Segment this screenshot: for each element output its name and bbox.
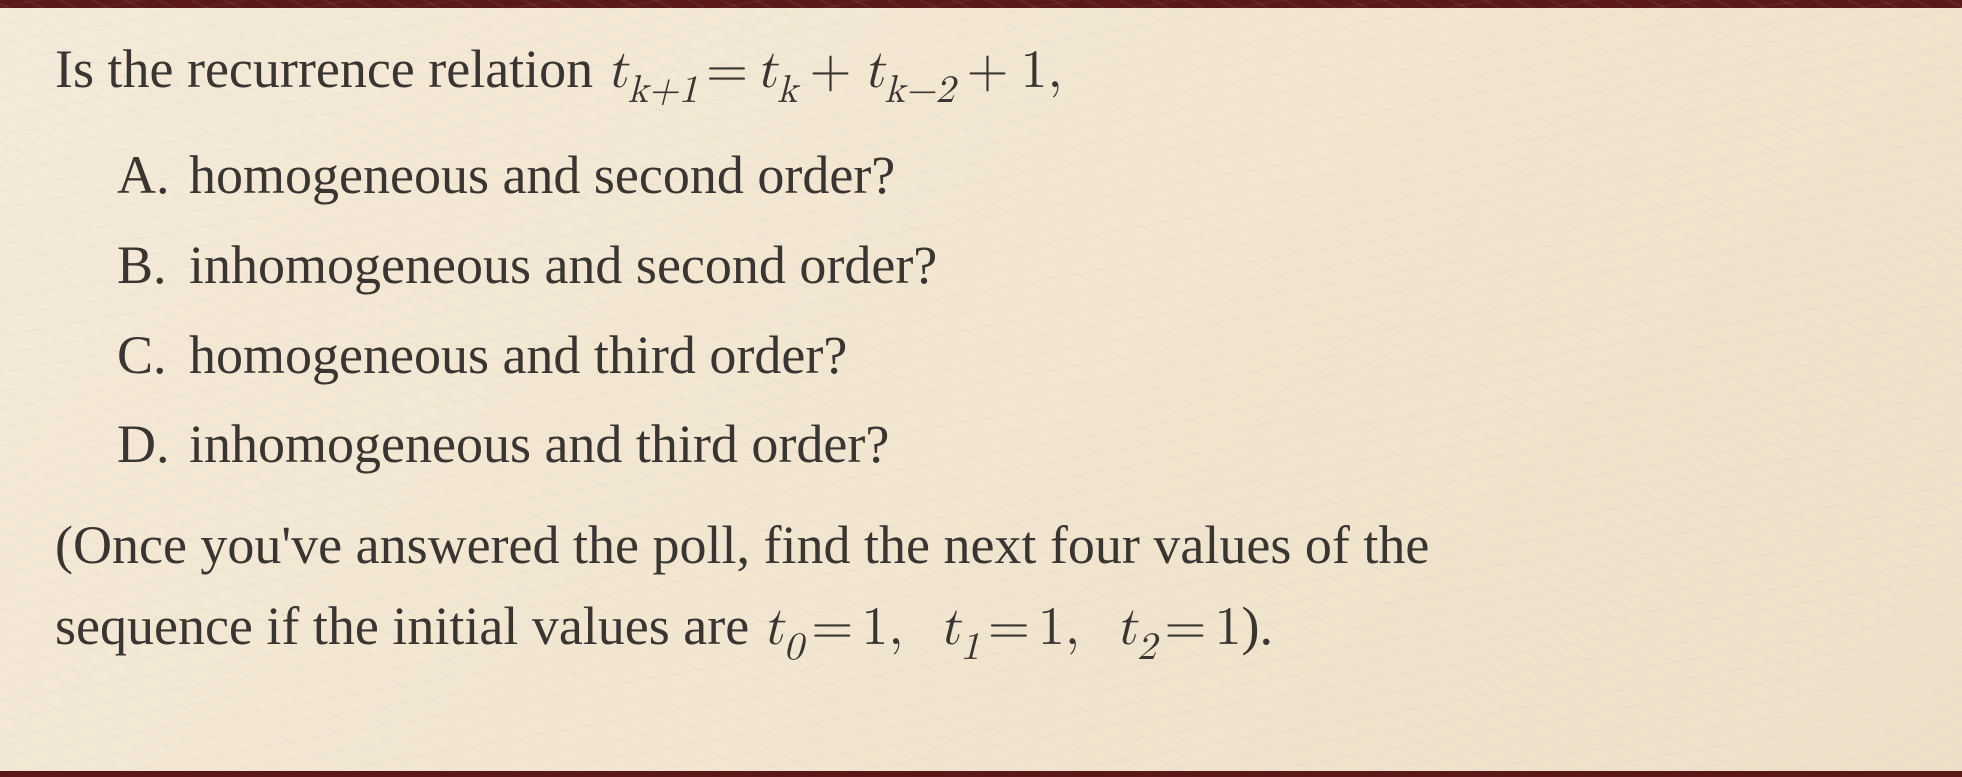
recurrence-expression: tk+1=tk+tk−2+1, <box>607 44 1063 98</box>
option-d: D.inhomogeneous and third order? <box>117 403 1907 487</box>
option-letter: B. <box>117 224 189 308</box>
iv-sep-2: , <box>1065 601 1116 655</box>
equals-sign: = <box>698 44 756 98</box>
iv2-var: t <box>1116 601 1137 655</box>
option-a: A.homogeneous and second order? <box>117 134 1907 218</box>
options-list: A.homogeneous and second order? B.inhomo… <box>55 134 1907 487</box>
iv1-eq: = <box>980 601 1038 655</box>
iv0-var: t <box>763 601 784 655</box>
iv0-sub: 0 <box>784 628 803 667</box>
iv2-eq: = <box>1156 601 1214 655</box>
plus-1: + <box>798 44 864 98</box>
initial-values: t0=1, t1=1, t2=1 <box>763 601 1242 655</box>
iv1-var: t <box>939 601 960 655</box>
question-stem: Is the recurrence relation tk+1=tk+tk−2+… <box>55 30 1907 116</box>
followup-line2-prefix: sequence if the initial values are <box>55 596 763 656</box>
followup-closing: ). <box>1241 596 1272 656</box>
rhs-t1-sub: k <box>777 71 798 110</box>
option-text: inhomogeneous and third order? <box>189 414 889 474</box>
option-c: C.homogeneous and third order? <box>117 314 1907 398</box>
plus-2: + <box>955 44 1021 98</box>
rhs-t2-var: t <box>863 44 884 98</box>
option-text: homogeneous and second order? <box>189 145 895 205</box>
question-intro-text: Is the recurrence relation <box>55 39 607 99</box>
slide-content: Is the recurrence relation tk+1=tk+tk−2+… <box>55 30 1907 674</box>
option-letter: D. <box>117 403 189 487</box>
iv1-val: 1 <box>1038 601 1065 655</box>
option-text: homogeneous and third order? <box>189 325 847 385</box>
followup-line-2: sequence if the initial values are t0=1,… <box>55 586 1907 674</box>
iv-sep-1: , <box>888 601 939 655</box>
iv1-sub: 1 <box>960 628 979 667</box>
option-text: inhomogeneous and second order? <box>189 235 937 295</box>
option-letter: A. <box>117 134 189 218</box>
iv2-sub: 2 <box>1137 628 1156 667</box>
option-letter: C. <box>117 314 189 398</box>
rhs-t1-var: t <box>756 44 777 98</box>
lhs-sub: k+1 <box>628 71 698 110</box>
iv0-eq: = <box>803 601 861 655</box>
followup-line-1: (Once you've answered the poll, find the… <box>55 505 1907 586</box>
lhs-var: t <box>607 44 628 98</box>
followup-instruction: (Once you've answered the poll, find the… <box>55 505 1907 674</box>
rhs-const: 1 <box>1020 44 1047 98</box>
iv2-val: 1 <box>1214 601 1241 655</box>
rhs-t2-sub: k−2 <box>884 71 954 110</box>
iv0-val: 1 <box>861 601 888 655</box>
trailing-comma: , <box>1047 44 1062 98</box>
option-b: B.inhomogeneous and second order? <box>117 224 1907 308</box>
